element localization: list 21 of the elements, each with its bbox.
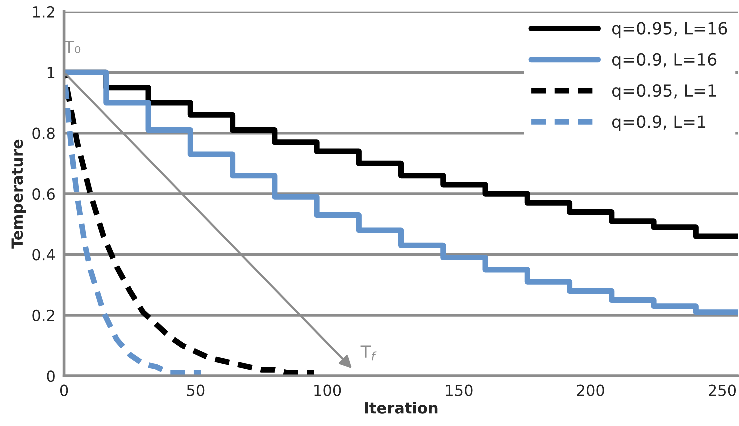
x-tick-label: 250 <box>709 384 736 396</box>
x-tick-label: 150 <box>446 384 473 396</box>
y-tick-label: 0.8 <box>32 128 55 140</box>
legend-label: q=0.95, L=1 <box>612 84 716 100</box>
x-axis-title: Iteration <box>365 402 438 414</box>
legend-label: q=0.9, L=16 <box>612 53 717 70</box>
y-tick-label: 1.2 <box>33 6 54 18</box>
x-tick-label: 100 <box>314 384 342 396</box>
y-tick-label: 0.4 <box>32 249 56 261</box>
y-tick-label: 0.6 <box>32 188 55 200</box>
legend-label: q=0.9, L=1 <box>612 116 706 132</box>
x-tick-label: 200 <box>577 384 604 396</box>
y-tick-label: 0 <box>47 370 55 382</box>
annotation: T₀ <box>64 41 81 54</box>
annotation: T$_{f}$ <box>360 346 377 361</box>
y-axis-title: Temperature <box>12 140 26 249</box>
legend-label: q=0.95, L=16 <box>612 22 728 38</box>
y-tick-label: 0.2 <box>32 310 54 322</box>
x-tick-label: 0 <box>60 384 68 396</box>
y-tick-label: 1 <box>48 67 55 78</box>
x-tick-label: 50 <box>187 384 205 396</box>
